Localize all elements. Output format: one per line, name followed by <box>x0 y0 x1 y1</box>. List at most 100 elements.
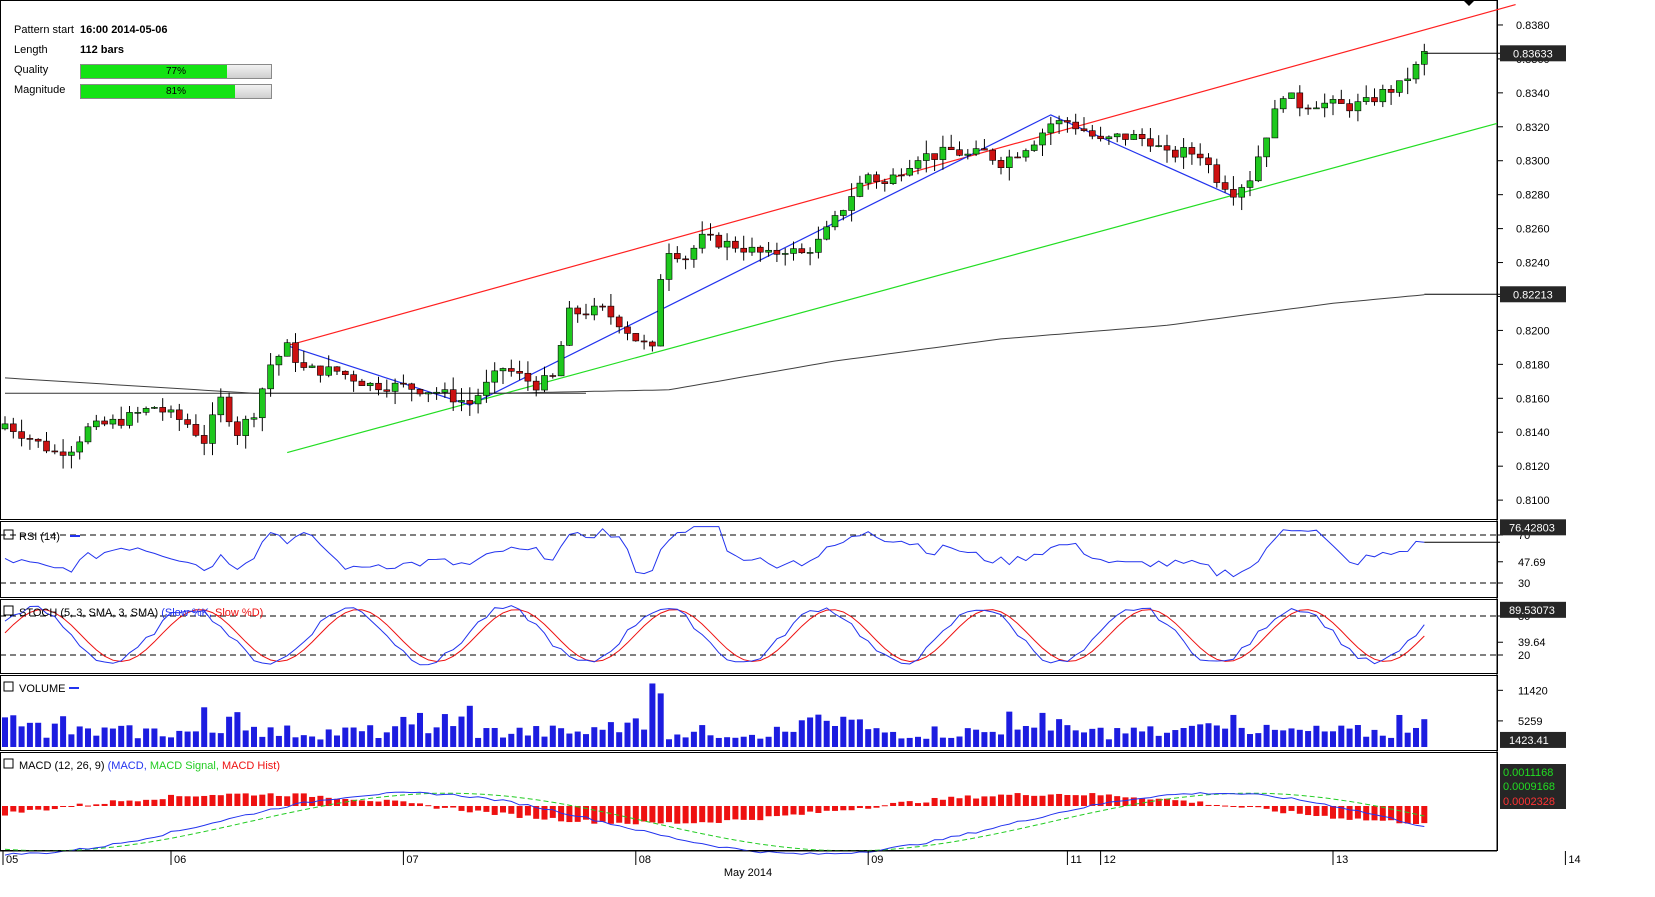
candle-body <box>34 438 42 442</box>
candle <box>26 434 34 450</box>
macd-hist-bar <box>624 806 631 824</box>
last-price-label: 0.83633 <box>1513 48 1553 60</box>
macd-hist-bar <box>840 806 847 811</box>
volume-bar <box>134 738 141 747</box>
volume-bar <box>1022 726 1029 747</box>
macd-hist-bar <box>524 806 531 816</box>
macd-hist-bar <box>300 793 307 806</box>
volume-bar <box>1188 725 1195 747</box>
macd-hist-bar <box>591 806 598 824</box>
candle-body <box>599 305 606 308</box>
candle <box>922 140 930 173</box>
candle <box>59 439 67 469</box>
candle <box>109 414 117 429</box>
candle-body <box>433 391 440 394</box>
candle-body <box>707 233 714 236</box>
volume-bar <box>749 734 755 747</box>
candle-body <box>126 412 133 426</box>
candle <box>615 314 623 334</box>
candle <box>341 370 349 380</box>
candle-body <box>1362 97 1370 102</box>
candle-body <box>424 392 432 395</box>
macd-hist-bar <box>807 806 814 812</box>
volume-bar <box>1114 728 1121 747</box>
candle-body <box>109 418 117 425</box>
volume-bar <box>300 735 307 747</box>
volume-bar <box>624 722 631 747</box>
volume-bar <box>1139 731 1146 747</box>
macd-hist-bar <box>325 797 332 806</box>
quality-bar-fill <box>81 65 228 78</box>
candle <box>167 405 175 419</box>
macd-hist-bar <box>1404 806 1411 824</box>
macd-hist-bar <box>890 802 897 806</box>
macd-hist-bar <box>1396 806 1403 824</box>
candle <box>956 141 963 157</box>
candle-body <box>466 400 474 405</box>
macd-hist-bar <box>749 806 755 820</box>
macd-hist-bar <box>599 806 606 822</box>
candle <box>134 406 142 423</box>
macd-hist-bar <box>226 793 233 806</box>
candle <box>1196 143 1204 166</box>
macd-hist-bar <box>1197 801 1204 806</box>
candle <box>68 445 75 469</box>
candle <box>1329 95 1337 116</box>
macd-hist-bar <box>765 806 772 817</box>
candle <box>101 416 108 427</box>
candle <box>1379 84 1387 108</box>
volume-bar <box>906 737 913 747</box>
candle <box>1313 101 1320 110</box>
candle-body <box>358 380 366 386</box>
ma-price-label: 0.82213 <box>1513 289 1553 301</box>
macd-hist-bar <box>848 806 855 811</box>
macd-hist-bar <box>159 799 166 806</box>
candle <box>582 303 590 320</box>
price-tick-label: 0.8300 <box>1516 156 1550 168</box>
candle-body <box>341 370 349 375</box>
candle <box>176 403 183 431</box>
candle <box>200 424 208 456</box>
candle-body <box>1005 156 1013 168</box>
volume-bar <box>840 716 847 747</box>
macd-hist-bar <box>68 806 75 807</box>
macd-hist-bar <box>981 796 988 806</box>
candle-body <box>1421 51 1428 65</box>
macd-hist-bar <box>906 801 913 806</box>
volume-bar <box>931 726 938 747</box>
macd-hist-bar <box>43 806 50 811</box>
price-tick-label: 0.8340 <box>1516 88 1550 100</box>
candle <box>358 378 366 386</box>
candle <box>1163 134 1171 163</box>
candle <box>1205 153 1212 174</box>
volume-bar <box>1255 733 1262 747</box>
volume-bar <box>367 725 374 747</box>
volume-bar <box>583 734 589 747</box>
candle <box>18 419 25 447</box>
candle-body <box>1346 103 1353 112</box>
candle <box>831 210 839 231</box>
candle-body <box>449 389 457 403</box>
volume-bar <box>18 726 25 747</box>
candle <box>217 388 225 423</box>
candle-body <box>657 279 665 347</box>
macd-hist-bar <box>76 803 83 806</box>
candle <box>972 140 980 157</box>
volume-bar <box>790 731 797 747</box>
volume-bar <box>441 714 448 747</box>
macd-hist-bar <box>973 798 980 806</box>
volume-bar <box>259 736 266 747</box>
volume-bar <box>458 716 465 747</box>
macd-hist-bar <box>1247 806 1253 807</box>
candle-body <box>1172 149 1179 158</box>
volume-bar <box>1081 732 1087 747</box>
candle-body <box>383 389 391 392</box>
candle-body <box>947 146 955 151</box>
macd-hist-bar <box>18 806 25 813</box>
candle-body <box>258 388 266 419</box>
volume-bar <box>1313 725 1320 747</box>
volume-bar <box>649 683 656 747</box>
macd-hist-bar <box>566 806 573 823</box>
candle <box>10 417 17 439</box>
macd-hist-bar <box>998 794 1004 806</box>
